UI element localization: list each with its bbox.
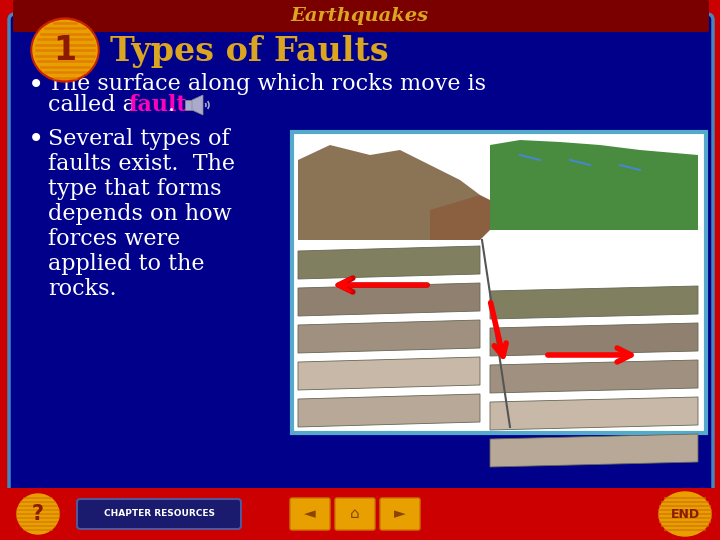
- Polygon shape: [490, 286, 698, 319]
- Text: ►: ►: [394, 507, 406, 522]
- Text: rocks.: rocks.: [48, 278, 117, 300]
- Polygon shape: [192, 95, 203, 115]
- Ellipse shape: [31, 18, 99, 82]
- Polygon shape: [490, 397, 698, 430]
- Polygon shape: [298, 145, 480, 240]
- Ellipse shape: [659, 492, 711, 536]
- Text: Earthquakes: Earthquakes: [291, 7, 429, 25]
- FancyBboxPatch shape: [13, 0, 709, 32]
- Text: applied to the: applied to the: [48, 253, 204, 275]
- Text: The surface along which rocks move is: The surface along which rocks move is: [48, 73, 486, 95]
- Text: called a: called a: [48, 94, 143, 116]
- Text: fault: fault: [128, 94, 186, 116]
- Text: ◄: ◄: [304, 507, 316, 522]
- Bar: [0, 488, 720, 540]
- FancyBboxPatch shape: [77, 499, 241, 529]
- Text: type that forms: type that forms: [48, 178, 222, 200]
- Polygon shape: [298, 246, 480, 279]
- Ellipse shape: [33, 21, 97, 79]
- Bar: [298, 137, 700, 240]
- Text: •: •: [28, 71, 44, 99]
- FancyBboxPatch shape: [292, 132, 706, 433]
- FancyBboxPatch shape: [290, 498, 330, 530]
- FancyBboxPatch shape: [9, 14, 713, 494]
- FancyBboxPatch shape: [335, 498, 375, 530]
- Polygon shape: [430, 195, 490, 240]
- Polygon shape: [490, 434, 698, 467]
- Text: ?: ?: [32, 504, 44, 524]
- Polygon shape: [298, 394, 480, 427]
- Text: CHAPTER RESOURCES: CHAPTER RESOURCES: [104, 510, 215, 518]
- Polygon shape: [490, 360, 698, 393]
- Polygon shape: [298, 357, 480, 390]
- Text: ⌂: ⌂: [350, 507, 360, 522]
- Polygon shape: [490, 323, 698, 356]
- Polygon shape: [298, 320, 480, 353]
- Text: 1: 1: [53, 33, 76, 66]
- Polygon shape: [298, 283, 480, 316]
- Polygon shape: [490, 140, 698, 230]
- Text: forces were: forces were: [48, 228, 180, 250]
- Text: faults exist.  The: faults exist. The: [48, 153, 235, 175]
- Ellipse shape: [17, 494, 59, 534]
- Text: Several types of: Several types of: [48, 128, 230, 150]
- FancyBboxPatch shape: [185, 100, 192, 110]
- Text: depends on how: depends on how: [48, 203, 232, 225]
- Text: .: .: [168, 94, 175, 116]
- Text: Types of Faults: Types of Faults: [110, 36, 389, 69]
- Text: END: END: [670, 508, 700, 521]
- FancyBboxPatch shape: [380, 498, 420, 530]
- Text: •: •: [28, 125, 44, 153]
